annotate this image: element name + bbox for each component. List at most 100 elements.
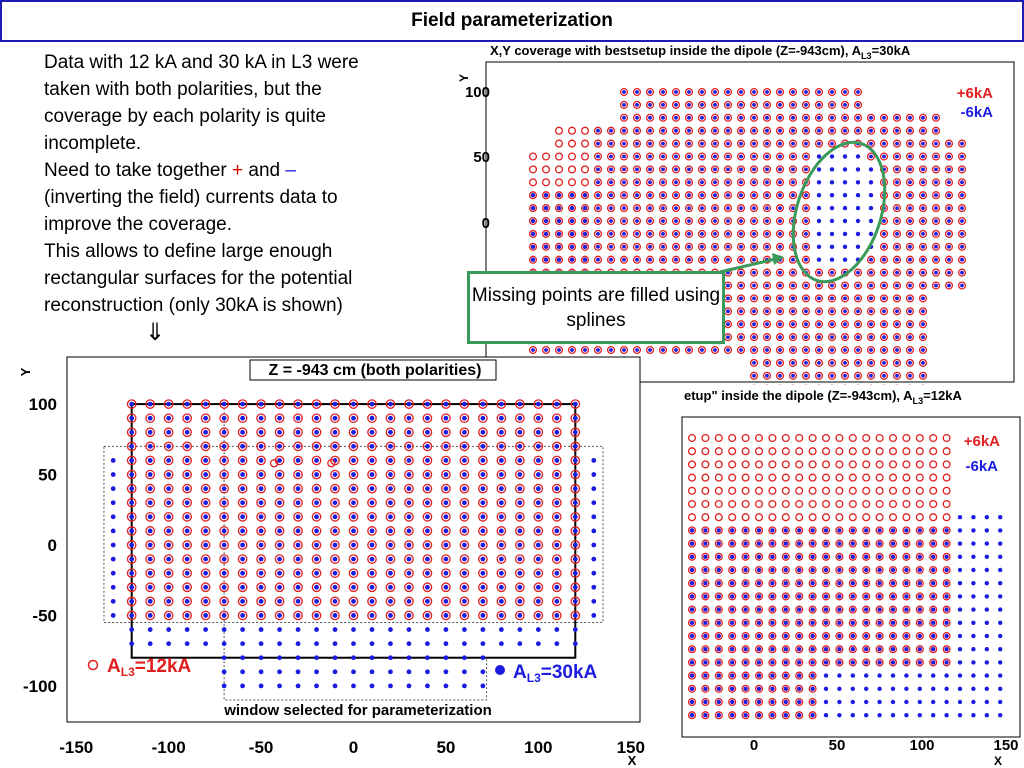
red-open-marker xyxy=(478,483,488,494)
red-open-marker xyxy=(367,469,377,480)
blue-dot-marker xyxy=(351,415,356,421)
markers xyxy=(687,433,1003,720)
red-open-marker xyxy=(781,684,790,693)
red-open-marker xyxy=(879,294,889,303)
blue-dot-marker xyxy=(770,541,775,546)
red-open-marker xyxy=(905,358,915,367)
blue-dot-marker xyxy=(351,669,356,675)
blue-dot-marker xyxy=(674,115,678,120)
red-open-marker xyxy=(554,255,564,264)
red-open-marker xyxy=(274,511,285,522)
blue-dot-marker xyxy=(406,598,412,604)
blue-dot-marker xyxy=(277,641,282,647)
red-open-marker xyxy=(567,178,577,187)
blue-dot-marker xyxy=(351,683,356,689)
blue-dot-marker xyxy=(110,458,116,463)
red-open-marker xyxy=(853,358,863,367)
blue-dot-marker xyxy=(535,514,541,520)
red-open-marker xyxy=(714,539,723,548)
red-open-marker xyxy=(781,513,790,522)
red-open-marker xyxy=(902,473,911,482)
blue-dot-marker xyxy=(998,713,1003,718)
red-open-marker xyxy=(422,497,433,508)
blue-dot-marker xyxy=(609,154,613,159)
red-open-marker xyxy=(687,513,697,522)
red-open-marker xyxy=(385,554,396,564)
red-open-marker xyxy=(348,413,359,424)
red-open-marker xyxy=(567,229,577,238)
blue-dot-marker xyxy=(895,206,899,211)
red-open-marker xyxy=(821,618,831,627)
red-open-marker xyxy=(795,697,804,707)
blue-dot-marker xyxy=(554,443,560,449)
red-open-marker xyxy=(496,413,507,424)
blue-dot-marker xyxy=(240,415,245,421)
blue-dot-marker xyxy=(890,528,896,533)
red-open-marker xyxy=(145,427,156,438)
blue-dot-marker xyxy=(743,673,748,678)
red-open-marker xyxy=(741,645,750,654)
red-open-marker xyxy=(311,540,322,550)
blue-dot-marker xyxy=(406,542,412,548)
blue-dot-marker xyxy=(726,128,730,133)
red-open-marker xyxy=(762,139,772,148)
blue-dot-marker xyxy=(716,554,721,559)
blue-dot-marker xyxy=(498,486,504,492)
red-open-marker xyxy=(728,684,737,693)
red-open-marker xyxy=(862,526,871,535)
blue-dot-marker xyxy=(778,322,782,327)
blue-dot-marker xyxy=(166,542,172,548)
red-open-marker xyxy=(840,358,850,367)
red-open-marker xyxy=(385,427,396,438)
red-open-marker xyxy=(781,645,790,654)
blue-dot-marker xyxy=(756,554,762,559)
blue-dot-marker xyxy=(837,567,842,573)
red-open-marker xyxy=(570,469,581,480)
blue-dot-marker xyxy=(240,500,245,506)
red-open-marker xyxy=(459,469,470,480)
chart-title: etup" inside the dipole (Z=-943cm), AL3=… xyxy=(684,388,962,406)
blue-dot-marker xyxy=(934,232,938,236)
blue-dot-marker xyxy=(689,660,695,665)
red-open-marker xyxy=(330,596,340,607)
y-tick-label: 0 xyxy=(482,215,490,232)
red-open-marker xyxy=(671,100,681,109)
blue-dot-marker xyxy=(703,581,708,586)
x-tick-label: 50 xyxy=(436,738,455,757)
red-open-marker xyxy=(762,216,772,226)
blue-dot-marker xyxy=(572,584,578,590)
blue-dot-marker xyxy=(166,528,172,534)
red-open-marker xyxy=(768,645,777,654)
blue-dot-marker xyxy=(443,570,449,576)
blue-dot-marker xyxy=(957,541,963,546)
blue-dot-marker xyxy=(850,528,855,533)
blue-dot-marker xyxy=(947,206,951,211)
blue-dot-marker xyxy=(609,206,613,211)
red-open-marker xyxy=(808,618,817,627)
red-open-marker xyxy=(892,333,902,342)
red-open-marker xyxy=(801,113,811,122)
blue-dot-marker xyxy=(850,633,855,639)
red-open-marker xyxy=(821,579,831,588)
blue-dot-marker xyxy=(498,443,504,449)
blue-dot-marker xyxy=(837,541,842,546)
red-open-marker xyxy=(918,191,928,200)
red-open-marker xyxy=(944,216,954,226)
red-open-marker xyxy=(915,433,924,443)
blue-dot-marker xyxy=(277,514,282,520)
blue-dot-marker xyxy=(609,167,613,172)
red-open-marker xyxy=(687,539,697,548)
blue-dot-marker xyxy=(609,244,613,249)
red-open-marker xyxy=(385,540,396,550)
blue-dot-marker xyxy=(817,335,821,339)
red-open-marker xyxy=(905,152,915,161)
blue-dot-marker xyxy=(791,90,795,94)
red-open-marker xyxy=(348,526,359,536)
blue-dot-marker xyxy=(703,594,708,599)
blue-dot-marker xyxy=(816,193,822,198)
red-open-marker xyxy=(570,427,581,438)
red-open-marker xyxy=(126,596,137,607)
red-open-marker xyxy=(551,610,562,621)
blue-dot-marker xyxy=(406,500,412,506)
red-open-marker xyxy=(808,684,817,693)
